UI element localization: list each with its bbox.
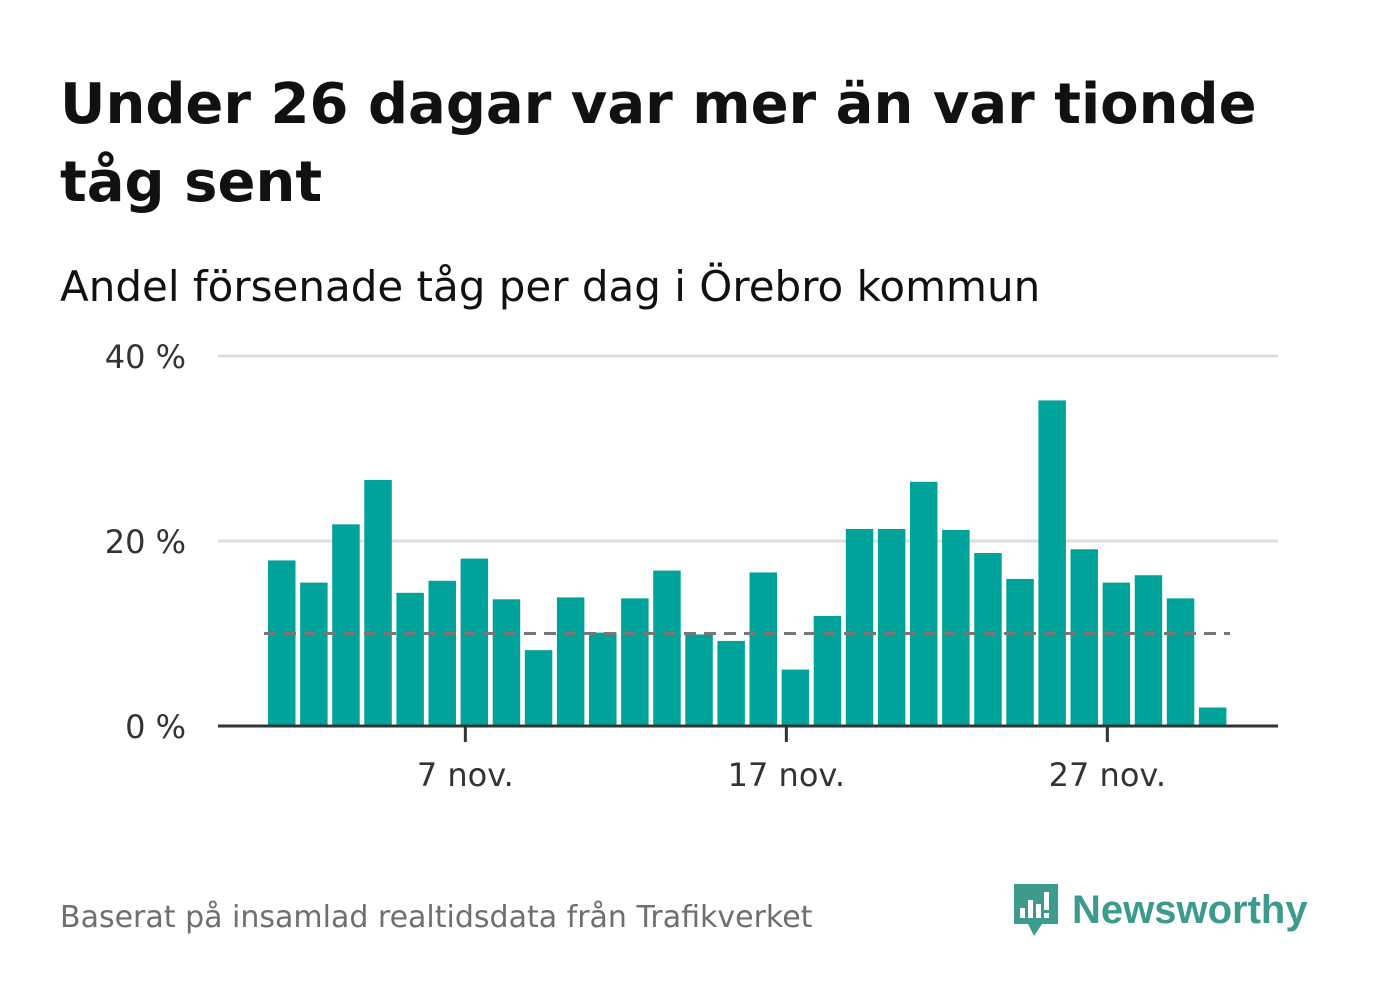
- gridlines: [218, 354, 1278, 543]
- bar-chart-speech-bubble-icon: [1014, 884, 1058, 936]
- bar: [942, 529, 970, 726]
- brand-name: Newsworthy: [1072, 887, 1308, 932]
- bar: [1198, 707, 1227, 726]
- bar: [653, 570, 681, 726]
- bar: [492, 599, 521, 726]
- bar-chart: 0 % 20 % 40 % 7 nov. 17 nov. 27 nov.: [105, 338, 1278, 794]
- bar: [1102, 582, 1131, 726]
- bar: [268, 560, 296, 726]
- axes: 0 % 20 % 40 % 7 nov. 17 nov. 27 nov.: [105, 338, 1278, 794]
- x-tick-label: 7 nov.: [417, 756, 514, 794]
- x-tick-label: 17 nov.: [728, 756, 845, 794]
- bar: [460, 558, 489, 726]
- bars: [268, 400, 1227, 726]
- x-tick-label: 27 nov.: [1049, 756, 1166, 794]
- chart-subtitle: Andel försenade tåg per dag i Örebro kom…: [60, 262, 1041, 311]
- bar: [845, 528, 874, 726]
- bar: [1070, 549, 1098, 726]
- bar: [781, 669, 810, 726]
- bar: [974, 553, 1002, 726]
- chart-title: Under 26 dagar var mer än var tionde tåg…: [60, 72, 1257, 215]
- bar: [877, 528, 906, 726]
- bar: [300, 582, 328, 726]
- y-tick-label: 20 %: [105, 523, 186, 561]
- bar: [685, 634, 713, 726]
- bar: [428, 580, 456, 726]
- bar: [1134, 575, 1163, 726]
- newsworthy-logo: Newsworthy: [1010, 880, 1308, 940]
- bar: [524, 650, 553, 726]
- bar: [589, 632, 617, 726]
- bar: [749, 572, 777, 726]
- bar: [1038, 400, 1066, 726]
- bar: [396, 592, 424, 726]
- bar: [1166, 598, 1195, 726]
- bar: [717, 640, 745, 726]
- source-note: Baserat på insamlad realtidsdata från Tr…: [60, 900, 813, 935]
- bar: [556, 597, 585, 726]
- bar: [1006, 578, 1034, 726]
- bar: [332, 524, 360, 726]
- bar: [364, 479, 392, 726]
- bar: [621, 598, 649, 726]
- y-tick-label: 0 %: [125, 708, 186, 746]
- bar: [910, 481, 938, 726]
- y-tick-label: 40 %: [105, 338, 186, 376]
